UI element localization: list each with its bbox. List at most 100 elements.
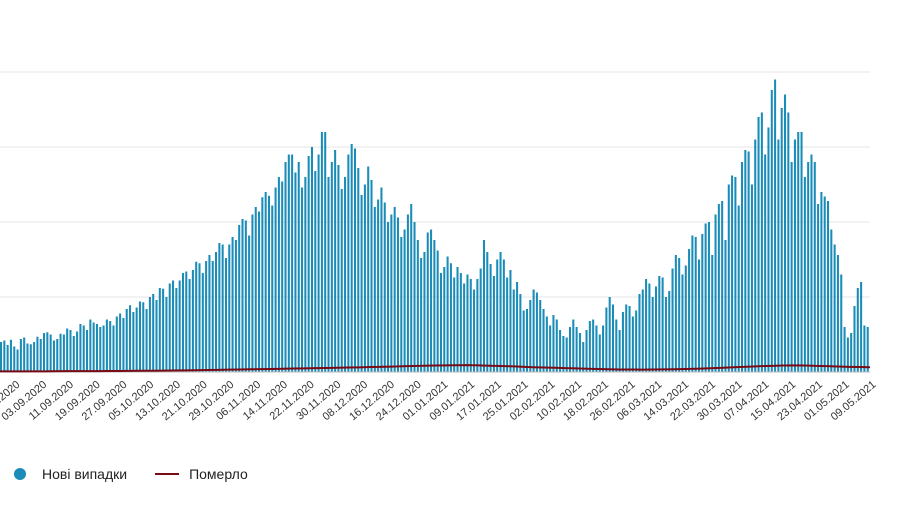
case-bar[interactable] [466,274,469,373]
case-bar[interactable] [62,334,65,373]
case-bar[interactable] [373,207,376,372]
case-bar[interactable] [499,252,502,372]
case-bar[interactable] [294,172,297,373]
case-bar[interactable] [9,339,12,372]
case-bar[interactable] [416,240,419,372]
case-bar[interactable] [482,240,486,372]
case-bar[interactable] [307,156,310,372]
case-bar[interactable] [228,244,231,373]
case-bar[interactable] [522,310,525,373]
case-bar[interactable] [238,225,241,372]
case-bar[interactable] [506,277,509,373]
case-bar[interactable] [645,279,648,372]
case-bar[interactable] [760,112,763,373]
case-bar[interactable] [492,276,495,372]
case-bar[interactable] [353,148,356,373]
case-bar[interactable] [714,214,717,373]
case-bar[interactable] [327,177,330,372]
case-bar[interactable] [334,150,337,372]
case-bar[interactable] [592,319,595,373]
case-bar[interactable] [598,334,601,373]
case-bar[interactable] [400,237,403,372]
case-bar[interactable] [774,79,777,373]
case-bar[interactable] [638,294,641,372]
case-bar[interactable] [509,270,512,372]
case-bar[interactable] [757,117,760,372]
case-bar[interactable] [105,319,108,373]
case-bar[interactable] [535,292,538,373]
case-bar[interactable] [69,330,72,372]
case-bar[interactable] [565,337,568,373]
case-bar[interactable] [459,273,462,372]
case-bar[interactable] [648,283,651,373]
case-bar[interactable] [827,201,830,372]
case-bar[interactable] [426,232,429,373]
case-bar[interactable] [377,199,380,373]
case-bar[interactable] [704,223,707,373]
case-bar[interactable] [800,132,803,372]
case-bar[interactable] [125,309,128,372]
case-bar[interactable] [747,151,750,373]
case-bar[interactable] [390,214,393,373]
case-bar[interactable] [291,154,294,373]
case-bar[interactable] [552,315,555,372]
case-bar[interactable] [244,220,247,373]
case-bar[interactable] [410,204,413,372]
case-bar[interactable] [572,319,575,373]
case-bar[interactable] [201,273,204,372]
case-bar[interactable] [542,309,545,372]
case-bar[interactable] [750,184,753,373]
case-bar[interactable] [138,301,141,373]
case-bar[interactable] [449,263,452,372]
case-bar[interactable] [274,187,277,373]
case-bar[interactable] [840,274,843,373]
case-bar[interactable] [39,339,42,372]
case-bar[interactable] [89,319,92,373]
case-bar[interactable] [66,328,69,373]
case-bar[interactable] [691,235,694,373]
case-bar[interactable] [568,327,572,372]
case-bar[interactable] [707,222,710,372]
case-bar[interactable] [463,283,466,373]
case-bar[interactable] [129,305,132,372]
case-bar[interactable] [36,336,39,372]
case-bar[interactable] [681,274,684,373]
case-bar[interactable] [0,342,3,372]
case-bar[interactable] [770,90,773,372]
case-bar[interactable] [850,333,853,372]
case-bar[interactable] [23,337,26,373]
case-bar[interactable] [152,294,155,372]
case-bar[interactable] [102,325,105,373]
case-bar[interactable] [737,205,740,373]
case-bar[interactable] [221,244,224,373]
case-bar[interactable] [549,325,552,373]
case-bar[interactable] [76,331,79,373]
case-bar[interactable] [635,310,638,373]
case-bar[interactable] [717,204,720,372]
case-bar[interactable] [198,263,201,372]
case-bar[interactable] [727,184,730,373]
case-bar[interactable] [502,259,505,373]
case-bar[interactable] [367,166,370,373]
case-bar[interactable] [115,316,118,373]
case-bar[interactable] [843,327,846,372]
case-bar[interactable] [783,94,787,373]
case-bar[interactable] [846,337,849,373]
case-bar[interactable] [109,321,112,372]
case-bar[interactable] [787,112,790,373]
case-bar[interactable] [413,222,416,372]
case-bar[interactable] [26,343,29,373]
case-bar[interactable] [241,219,244,372]
case-bar[interactable] [33,342,36,372]
case-bar[interactable] [430,229,433,373]
case-bar[interactable] [165,297,168,372]
case-bar[interactable] [701,234,704,372]
case-bar[interactable] [86,330,89,372]
case-bar[interactable] [267,195,270,372]
case-bar[interactable] [95,324,98,372]
case-bar[interactable] [602,325,605,373]
case-bar[interactable] [420,258,423,372]
case-bar[interactable] [628,306,631,372]
case-bar[interactable] [697,259,701,373]
case-bar[interactable] [72,336,75,372]
